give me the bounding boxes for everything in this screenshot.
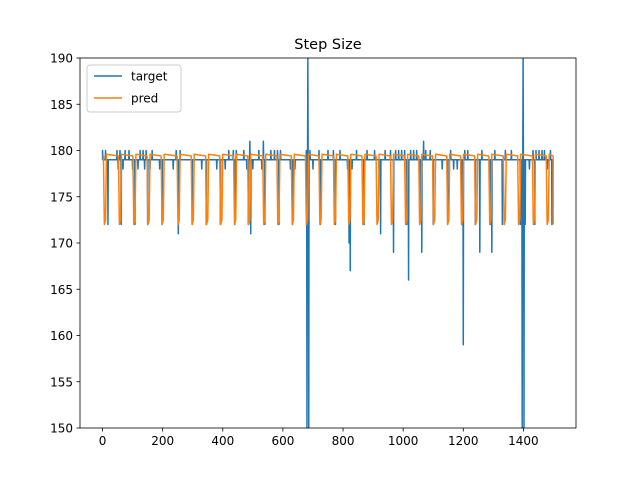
y-tick-label: 165 [50, 283, 73, 297]
y-tick-label: 190 [50, 52, 73, 66]
y-tick-label: 155 [50, 375, 73, 389]
x-tick-label: 1200 [448, 434, 479, 448]
y-tick-label: 160 [50, 329, 73, 343]
x-tick-label: 1000 [388, 434, 419, 448]
y-tick-label: 170 [50, 237, 73, 251]
x-tick-label: 1400 [508, 434, 539, 448]
y-tick-label: 185 [50, 98, 73, 112]
series-line-pred [102, 153, 554, 226]
y-tick-label: 150 [50, 422, 73, 436]
x-tick-label: 0 [99, 434, 107, 448]
y-tick-label: 175 [50, 190, 73, 204]
y-tick-label: 180 [50, 144, 73, 158]
legend-label-pred: pred [131, 92, 158, 106]
chart-title: Step Size [294, 37, 361, 53]
x-tick-label: 200 [151, 434, 174, 448]
x-tick-label: 800 [332, 434, 355, 448]
legend-label-target: target [131, 70, 168, 84]
x-tick-label: 600 [271, 434, 294, 448]
x-tick-label: 400 [211, 434, 234, 448]
